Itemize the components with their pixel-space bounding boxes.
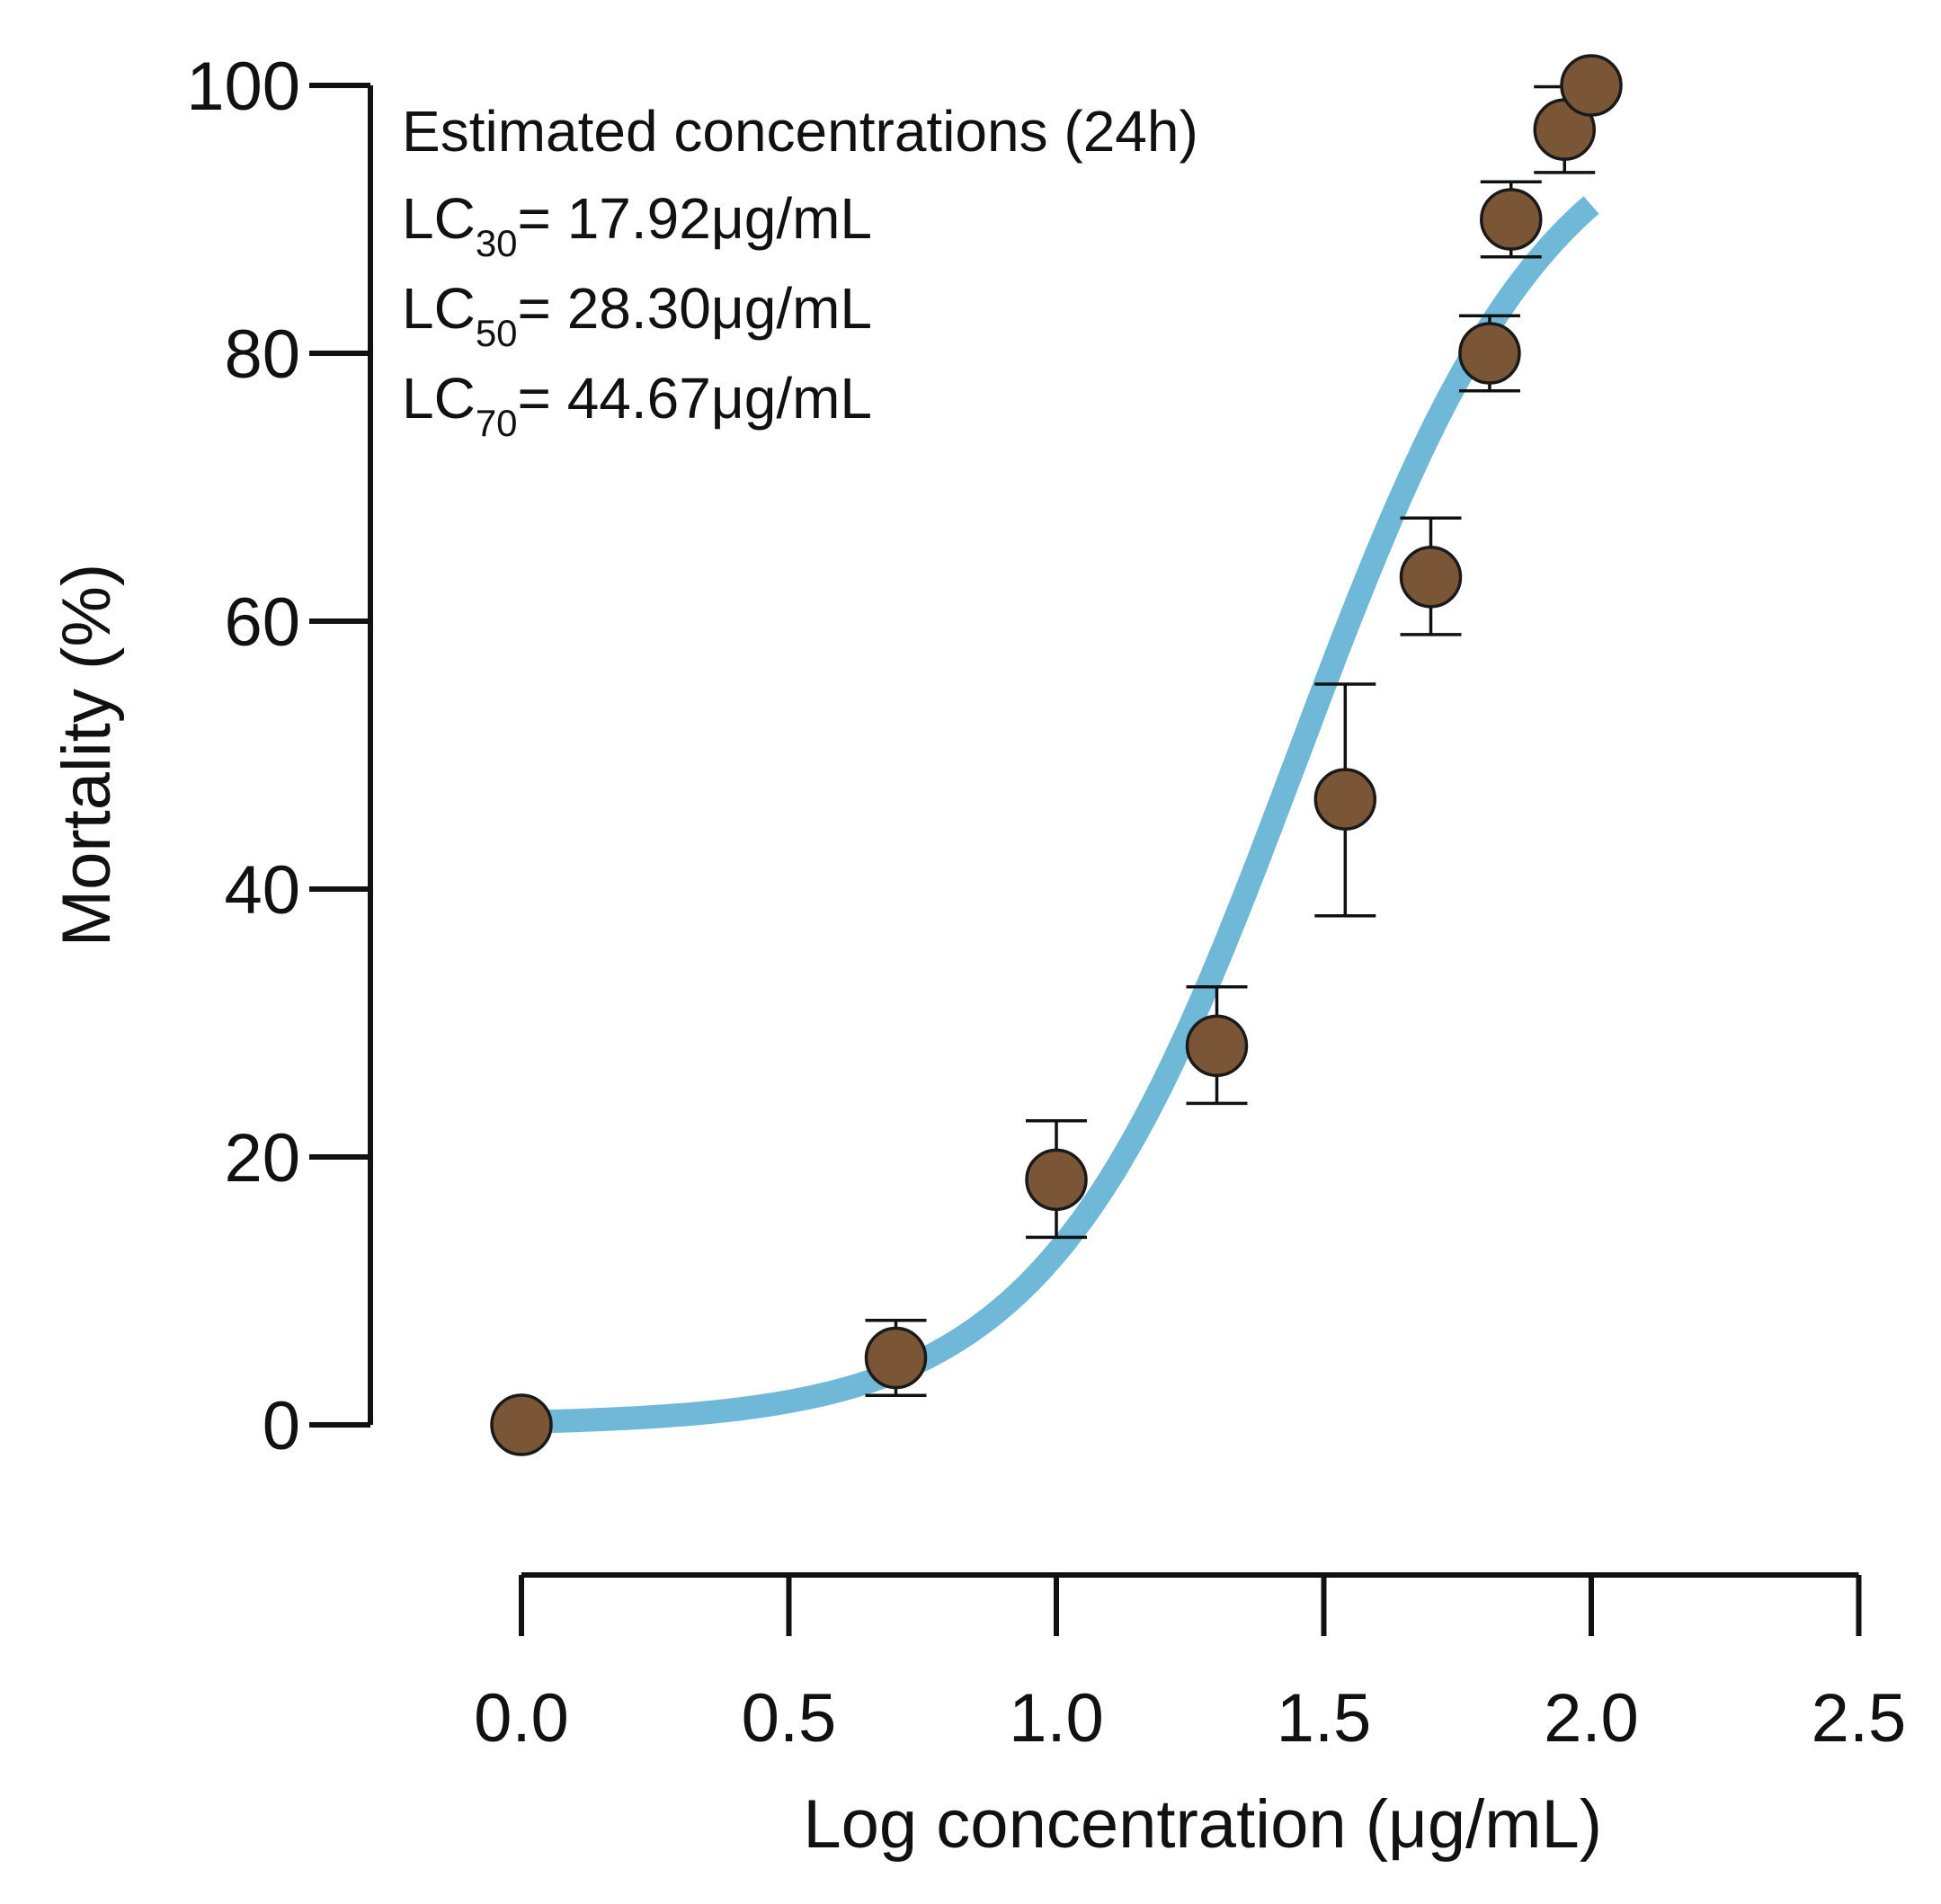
data-point [490,1393,553,1456]
data-point [1399,546,1463,609]
data-point [1560,54,1623,117]
error-bars [865,85,1596,1397]
fit-curve-group [515,196,1599,1434]
data-point [864,1326,928,1390]
x-tick-label: 1.5 [1277,1680,1372,1757]
lc-annotation: Estimated concentrations (24h) LC30= 17.… [402,99,1198,444]
y-tick-label: 60 [224,584,300,661]
data-point [1025,1148,1088,1212]
lc-subscript: 50 [476,312,518,354]
data-point [1185,1014,1249,1078]
x-tick-label: 1.0 [1009,1680,1104,1757]
data-point [1458,322,1521,385]
lc-value: = 44.67μg/mL [518,366,872,431]
y-axis-title: Mortality (%) [49,564,125,947]
x-ticks: 0.0 0.5 1.0 1.5 2.0 2.5 [474,1575,1906,1757]
x-tick-label: 0.0 [474,1680,569,1757]
lc-value: = 17.92μg/mL [518,186,872,251]
y-tick-label: 80 [224,316,300,393]
lc-prefix: LC [402,276,476,341]
lc-prefix: LC [402,186,476,251]
data-point [1313,768,1377,831]
fit-curve [515,196,1599,1434]
data-points [490,54,1623,1456]
lc-value-line: LC50= 28.30μg/mL [402,276,872,354]
lc-subscript: 70 [476,402,518,444]
lc-value: = 28.30μg/mL [518,276,872,341]
y-ticks: 0 20 40 60 80 100 [186,49,370,1464]
y-tick-label: 20 [224,1120,300,1197]
data-point [1480,188,1543,251]
y-tick-label: 40 [224,852,300,929]
x-tick-label: 0.5 [742,1680,837,1757]
lc-subscript: 30 [476,222,518,264]
x-tick-label: 2.0 [1544,1680,1639,1757]
lc-value-line: LC30= 17.92μg/mL [402,186,872,264]
x-axis-title: Log concentration (μg/mL) [803,1786,1602,1863]
annotation-heading: Estimated concentrations (24h) [402,99,1198,164]
lc-prefix: LC [402,366,476,431]
lc-value-line: LC70= 44.67μg/mL [402,366,872,444]
y-tick-label: 100 [186,49,300,125]
axes [368,85,1859,1578]
y-tick-label: 0 [263,1388,300,1464]
x-tick-label: 2.5 [1812,1680,1907,1757]
